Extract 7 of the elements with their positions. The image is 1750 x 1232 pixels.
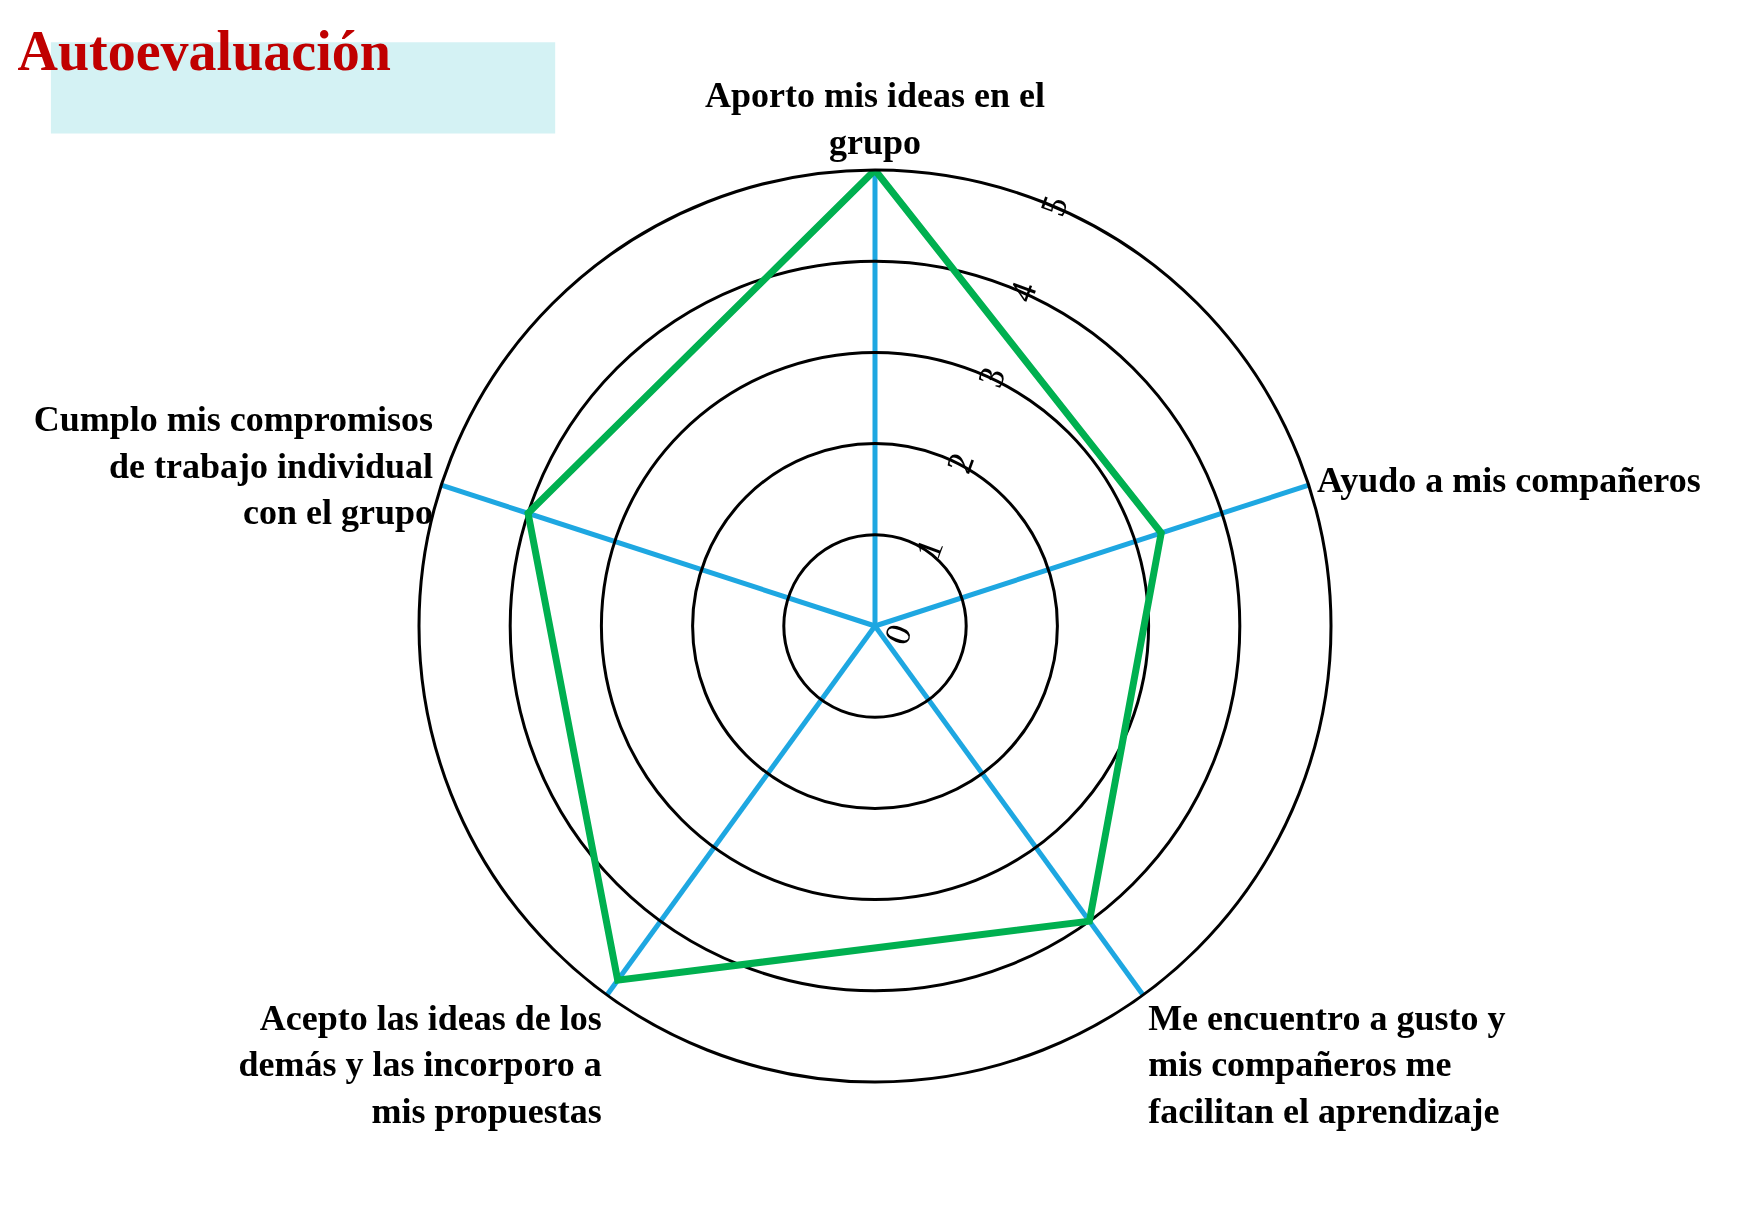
spoke-label: Cumplo mis compromisos de trabajo individual con el grupo (33, 398, 434, 533)
spoke-label: Me encuentro a gusto y mis compañeros me facilitan el aprendizaje (1148, 997, 1506, 1132)
y-tick-label: 0 (876, 619, 920, 650)
spoke-label: Aporto mis ideas en el grupo (705, 75, 1045, 163)
spoke-label: Acepto las ideas de los demás y las incorporo a mis propuestas (238, 997, 602, 1132)
chart-title: Autoevaluación (17, 20, 391, 82)
spoke-label: Ayudo a mis compañeros (1316, 460, 1701, 501)
